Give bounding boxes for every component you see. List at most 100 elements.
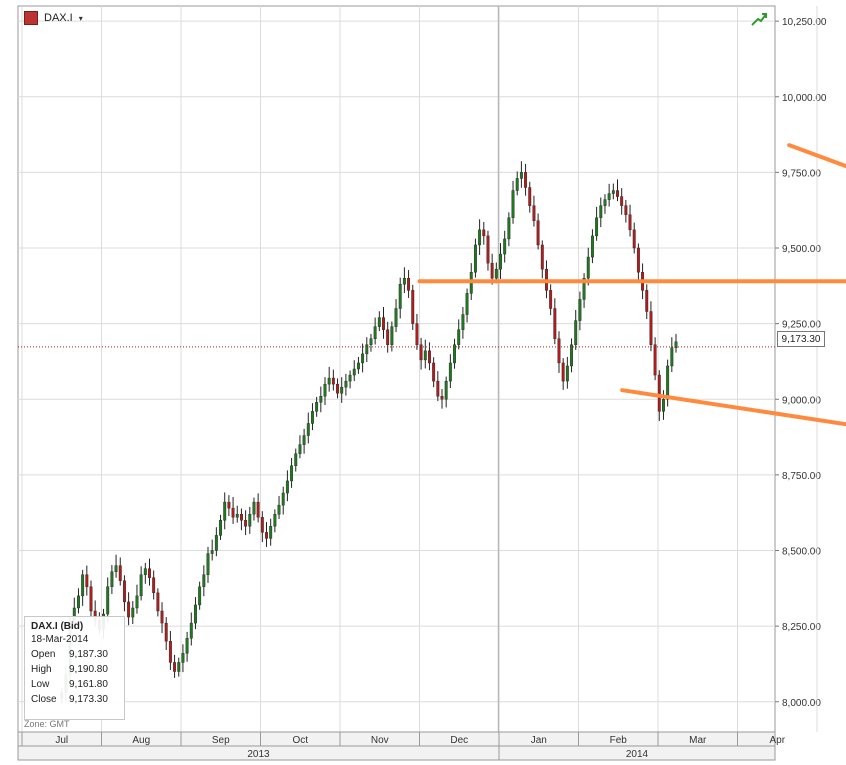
month-label: Sep <box>212 735 230 746</box>
candle-body <box>662 399 665 412</box>
candle-body <box>231 507 235 518</box>
month-label: Nov <box>371 735 389 746</box>
candle-body <box>616 190 619 197</box>
candle-body <box>114 565 118 572</box>
month-label: Dec <box>450 735 468 746</box>
y-tick-label: 8,750.00 <box>782 471 821 482</box>
candle-body <box>336 383 339 394</box>
month-label: Jul <box>55 735 68 746</box>
plot-area <box>17 5 776 733</box>
candle-body <box>540 244 544 270</box>
candle-body <box>223 501 227 521</box>
candle-body <box>352 368 356 376</box>
candle-body <box>536 220 540 246</box>
candle-body <box>423 350 427 361</box>
candle-body <box>77 595 80 609</box>
candle-body <box>344 380 348 388</box>
y-tick-label: 9,000.00 <box>782 395 821 406</box>
symbol-label: DAX.I <box>44 12 73 24</box>
candle-body <box>666 365 670 400</box>
candle-body <box>599 205 603 218</box>
candle-body <box>394 308 398 327</box>
candle-body <box>377 317 381 327</box>
candle-body <box>511 190 515 218</box>
candle-body <box>465 293 469 315</box>
month-label: Feb <box>610 735 628 746</box>
info-label: Close <box>31 694 57 705</box>
candle-body <box>202 574 206 588</box>
candle-body <box>448 362 452 382</box>
candle-body <box>482 229 486 237</box>
info-label: High <box>31 664 52 675</box>
chart-type-icon <box>24 11 38 25</box>
candle-body <box>570 344 573 367</box>
candle-body <box>294 453 298 467</box>
candle-body <box>285 480 289 494</box>
info-value: 9,161.80 <box>69 679 108 690</box>
candle-body <box>398 284 402 309</box>
candle-body <box>453 344 456 364</box>
candle-body <box>561 362 565 382</box>
candle-body <box>219 520 222 536</box>
candle-body <box>106 586 110 615</box>
candle-body <box>206 553 210 575</box>
candle-body <box>628 214 632 231</box>
info-date: 18-Mar-2014 <box>31 634 89 645</box>
candle-body <box>319 396 323 403</box>
year-label: 2013 <box>247 749 270 760</box>
chevron-down-icon: ▾ <box>78 13 83 23</box>
candle-body <box>181 653 185 663</box>
trend-up-icon[interactable] <box>750 11 768 27</box>
info-value: 9,187.30 <box>69 649 108 660</box>
candle-body <box>473 244 477 273</box>
y-tick-label: 8,500.00 <box>782 547 821 558</box>
candle-body <box>323 383 327 397</box>
candle-body <box>528 187 532 206</box>
y-tick-label: 9,750.00 <box>782 168 821 179</box>
candle-body <box>503 238 507 255</box>
candle-body <box>507 217 511 240</box>
candle-body <box>306 423 310 436</box>
candle-body <box>578 299 582 321</box>
candle-body <box>302 435 306 445</box>
candle-body <box>277 504 281 515</box>
candle-body <box>436 380 440 397</box>
candle-body <box>674 341 678 349</box>
candle-body <box>235 514 239 518</box>
candle-body <box>148 568 151 578</box>
candle-body <box>365 344 369 355</box>
candle-body <box>428 350 431 364</box>
candle-body <box>411 290 415 324</box>
candle-body <box>265 532 268 539</box>
candle-body <box>89 586 93 612</box>
candle-body <box>118 565 122 581</box>
candle-body <box>168 641 172 663</box>
candle-body <box>194 604 197 624</box>
candle-body <box>636 247 640 273</box>
candle-body <box>122 580 126 603</box>
candle-body <box>127 601 131 618</box>
info-row-close: Close 9,173.30 <box>31 692 118 707</box>
candle-body <box>173 662 177 672</box>
candle-body <box>670 347 674 367</box>
candle-body <box>160 610 164 624</box>
candle-body <box>356 362 360 370</box>
candle-body <box>139 574 143 597</box>
info-row-high: High 9,190.80 <box>31 662 118 677</box>
year-label: 2014 <box>626 749 649 760</box>
channel-bottom-line <box>620 388 846 427</box>
symbol-selector[interactable]: DAX.I ▾ <box>24 9 83 27</box>
candle-body <box>444 380 448 400</box>
candle-body <box>461 314 465 330</box>
candle-body <box>515 178 519 191</box>
candle-body <box>415 323 419 345</box>
candle-body <box>386 329 390 345</box>
candle-body <box>582 278 586 300</box>
candle-body <box>135 595 139 609</box>
info-row-low: Low 9,161.80 <box>31 677 118 692</box>
candle-body <box>595 217 599 237</box>
candle-body <box>407 278 411 291</box>
year-axis <box>17 745 776 761</box>
candle-body <box>131 607 135 618</box>
